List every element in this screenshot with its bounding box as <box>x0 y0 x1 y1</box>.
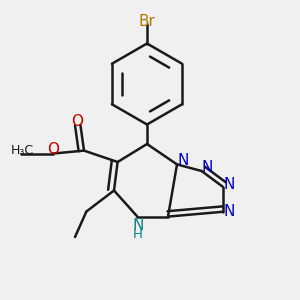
Text: O: O <box>71 114 83 129</box>
Text: N: N <box>202 160 213 175</box>
Text: N: N <box>132 218 144 233</box>
Text: N: N <box>178 153 189 168</box>
Text: Br: Br <box>139 14 155 29</box>
Text: N: N <box>224 177 235 192</box>
Text: O: O <box>47 142 59 158</box>
Text: N: N <box>224 204 235 219</box>
Text: H₃C: H₃C <box>11 143 34 157</box>
Text: H: H <box>133 228 143 241</box>
